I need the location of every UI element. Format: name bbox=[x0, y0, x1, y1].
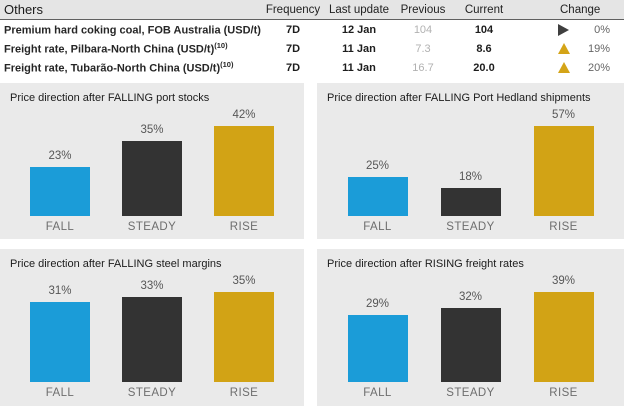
row-current: 20.0 bbox=[473, 61, 495, 74]
table-title: Others bbox=[4, 2, 44, 17]
chart-panel: Price direction after FALLING Port Hedla… bbox=[317, 83, 624, 239]
bar-value-label: 57% bbox=[551, 109, 576, 121]
bar-column: 23% bbox=[14, 150, 106, 216]
col-last-update: Last update bbox=[328, 3, 390, 16]
bar-column: 25% bbox=[331, 160, 424, 216]
chart-plot: 25% 18% 57% bbox=[317, 104, 624, 216]
category-label: FALL bbox=[363, 221, 392, 233]
change-up-icon bbox=[558, 43, 570, 54]
chart-title: Price direction after FALLING port stock… bbox=[10, 92, 210, 104]
bar-value-label: 25% bbox=[365, 160, 390, 172]
bar-value-label: 31% bbox=[48, 285, 72, 297]
category-label: RISE bbox=[229, 221, 259, 233]
rise-bar bbox=[214, 126, 274, 216]
row-frequency: 7D bbox=[285, 42, 301, 55]
category-label: STEADY bbox=[127, 387, 177, 399]
table-row: Freight rate, Tubarão-North China (USD/t… bbox=[0, 58, 624, 77]
rise-bar bbox=[533, 292, 594, 382]
change-up-icon bbox=[558, 62, 570, 73]
steady-bar bbox=[440, 188, 501, 216]
fall-bar bbox=[347, 177, 408, 216]
bar-column: 42% bbox=[198, 109, 290, 216]
chart-title: Price direction after FALLING Port Hedla… bbox=[327, 92, 591, 104]
chart-plot: 23% 35% 42% bbox=[0, 104, 304, 216]
row-name: Freight rate, Pilbara-North China (USD/t… bbox=[4, 41, 228, 56]
bar-column: 57% bbox=[517, 109, 610, 216]
bar-value-label: 35% bbox=[232, 275, 256, 287]
row-last-update: 11 Jan bbox=[342, 61, 376, 74]
table-row: Freight rate, Pilbara-North China (USD/t… bbox=[0, 39, 624, 58]
bar-value-label: 23% bbox=[48, 150, 72, 162]
col-previous: Previous bbox=[400, 3, 446, 16]
bar-column: 33% bbox=[106, 280, 198, 382]
row-current: 8.6 bbox=[476, 42, 492, 55]
chart-categories: FALL STEADY RISE bbox=[0, 387, 304, 399]
bar-value-label: 42% bbox=[232, 109, 256, 121]
row-name: Freight rate, Tubarão-North China (USD/t… bbox=[4, 60, 234, 75]
steady-bar bbox=[440, 308, 501, 382]
category-label: FALL bbox=[45, 221, 75, 233]
chart-panel: Price direction after FALLING steel marg… bbox=[0, 249, 304, 406]
col-current: Current bbox=[464, 3, 504, 16]
chart-panel: Price direction after RISING freight rat… bbox=[317, 249, 624, 406]
bar-column: 18% bbox=[424, 171, 517, 216]
category-label: FALL bbox=[363, 387, 392, 399]
row-last-update: 11 Jan bbox=[342, 42, 376, 55]
steady-bar bbox=[122, 141, 182, 216]
row-last-update: 12 Jan bbox=[341, 23, 377, 36]
chart-plot: 29% 32% 39% bbox=[317, 270, 624, 382]
bar-column: 35% bbox=[106, 124, 198, 216]
category-label: FALL bbox=[45, 387, 75, 399]
row-current: 104 bbox=[474, 23, 494, 36]
table-row: Premium hard coking coal, FOB Australia … bbox=[0, 20, 624, 39]
rise-bar bbox=[214, 292, 274, 382]
category-label: STEADY bbox=[446, 387, 495, 399]
bar-column: 29% bbox=[331, 298, 424, 382]
chart-title: Price direction after FALLING steel marg… bbox=[10, 258, 222, 270]
category-label: STEADY bbox=[446, 221, 495, 233]
category-label: STEADY bbox=[127, 221, 177, 233]
col-frequency: Frequency bbox=[265, 3, 321, 16]
fall-bar bbox=[347, 315, 408, 382]
row-frequency: 7D bbox=[285, 61, 301, 74]
category-label: RISE bbox=[229, 387, 259, 399]
row-change-value: 20% bbox=[587, 61, 610, 74]
category-label: RISE bbox=[549, 387, 578, 399]
bar-value-label: 35% bbox=[140, 124, 164, 136]
category-label: RISE bbox=[549, 221, 578, 233]
bar-value-label: 18% bbox=[458, 171, 483, 183]
bar-value-label: 33% bbox=[140, 280, 164, 292]
row-previous: 16.7 bbox=[412, 61, 434, 74]
bar-value-label: 32% bbox=[458, 291, 483, 303]
bar-column: 39% bbox=[517, 275, 610, 382]
table-body: Premium hard coking coal, FOB Australia … bbox=[0, 20, 624, 77]
change-steady-icon bbox=[558, 23, 569, 36]
chart-panel: Price direction after FALLING port stock… bbox=[0, 83, 304, 239]
row-previous: 104 bbox=[413, 23, 433, 36]
steady-bar bbox=[122, 297, 182, 382]
row-previous: 7.3 bbox=[415, 42, 431, 55]
chart-plot: 31% 33% 35% bbox=[0, 270, 304, 382]
table-header: Others Frequency Last update Previous Cu… bbox=[0, 0, 624, 20]
row-frequency: 7D bbox=[285, 23, 301, 36]
row-name: Premium hard coking coal, FOB Australia … bbox=[4, 24, 261, 37]
charts-grid: Price direction after FALLING port stock… bbox=[0, 83, 624, 406]
rise-bar bbox=[533, 126, 594, 216]
col-change: Change bbox=[560, 3, 601, 16]
chart-title: Price direction after RISING freight rat… bbox=[327, 258, 524, 270]
bar-column: 32% bbox=[424, 291, 517, 382]
chart-categories: FALL STEADY RISE bbox=[317, 221, 624, 233]
chart-categories: FALL STEADY RISE bbox=[0, 221, 304, 233]
fall-bar bbox=[30, 302, 90, 382]
bar-value-label: 39% bbox=[551, 275, 576, 287]
fall-bar bbox=[30, 167, 90, 216]
row-change-value: 19% bbox=[587, 42, 610, 55]
bar-value-label: 29% bbox=[365, 298, 390, 310]
bar-column: 35% bbox=[198, 275, 290, 382]
chart-categories: FALL STEADY RISE bbox=[317, 387, 624, 399]
row-change-value: 0% bbox=[594, 23, 610, 36]
bar-column: 31% bbox=[14, 285, 106, 382]
